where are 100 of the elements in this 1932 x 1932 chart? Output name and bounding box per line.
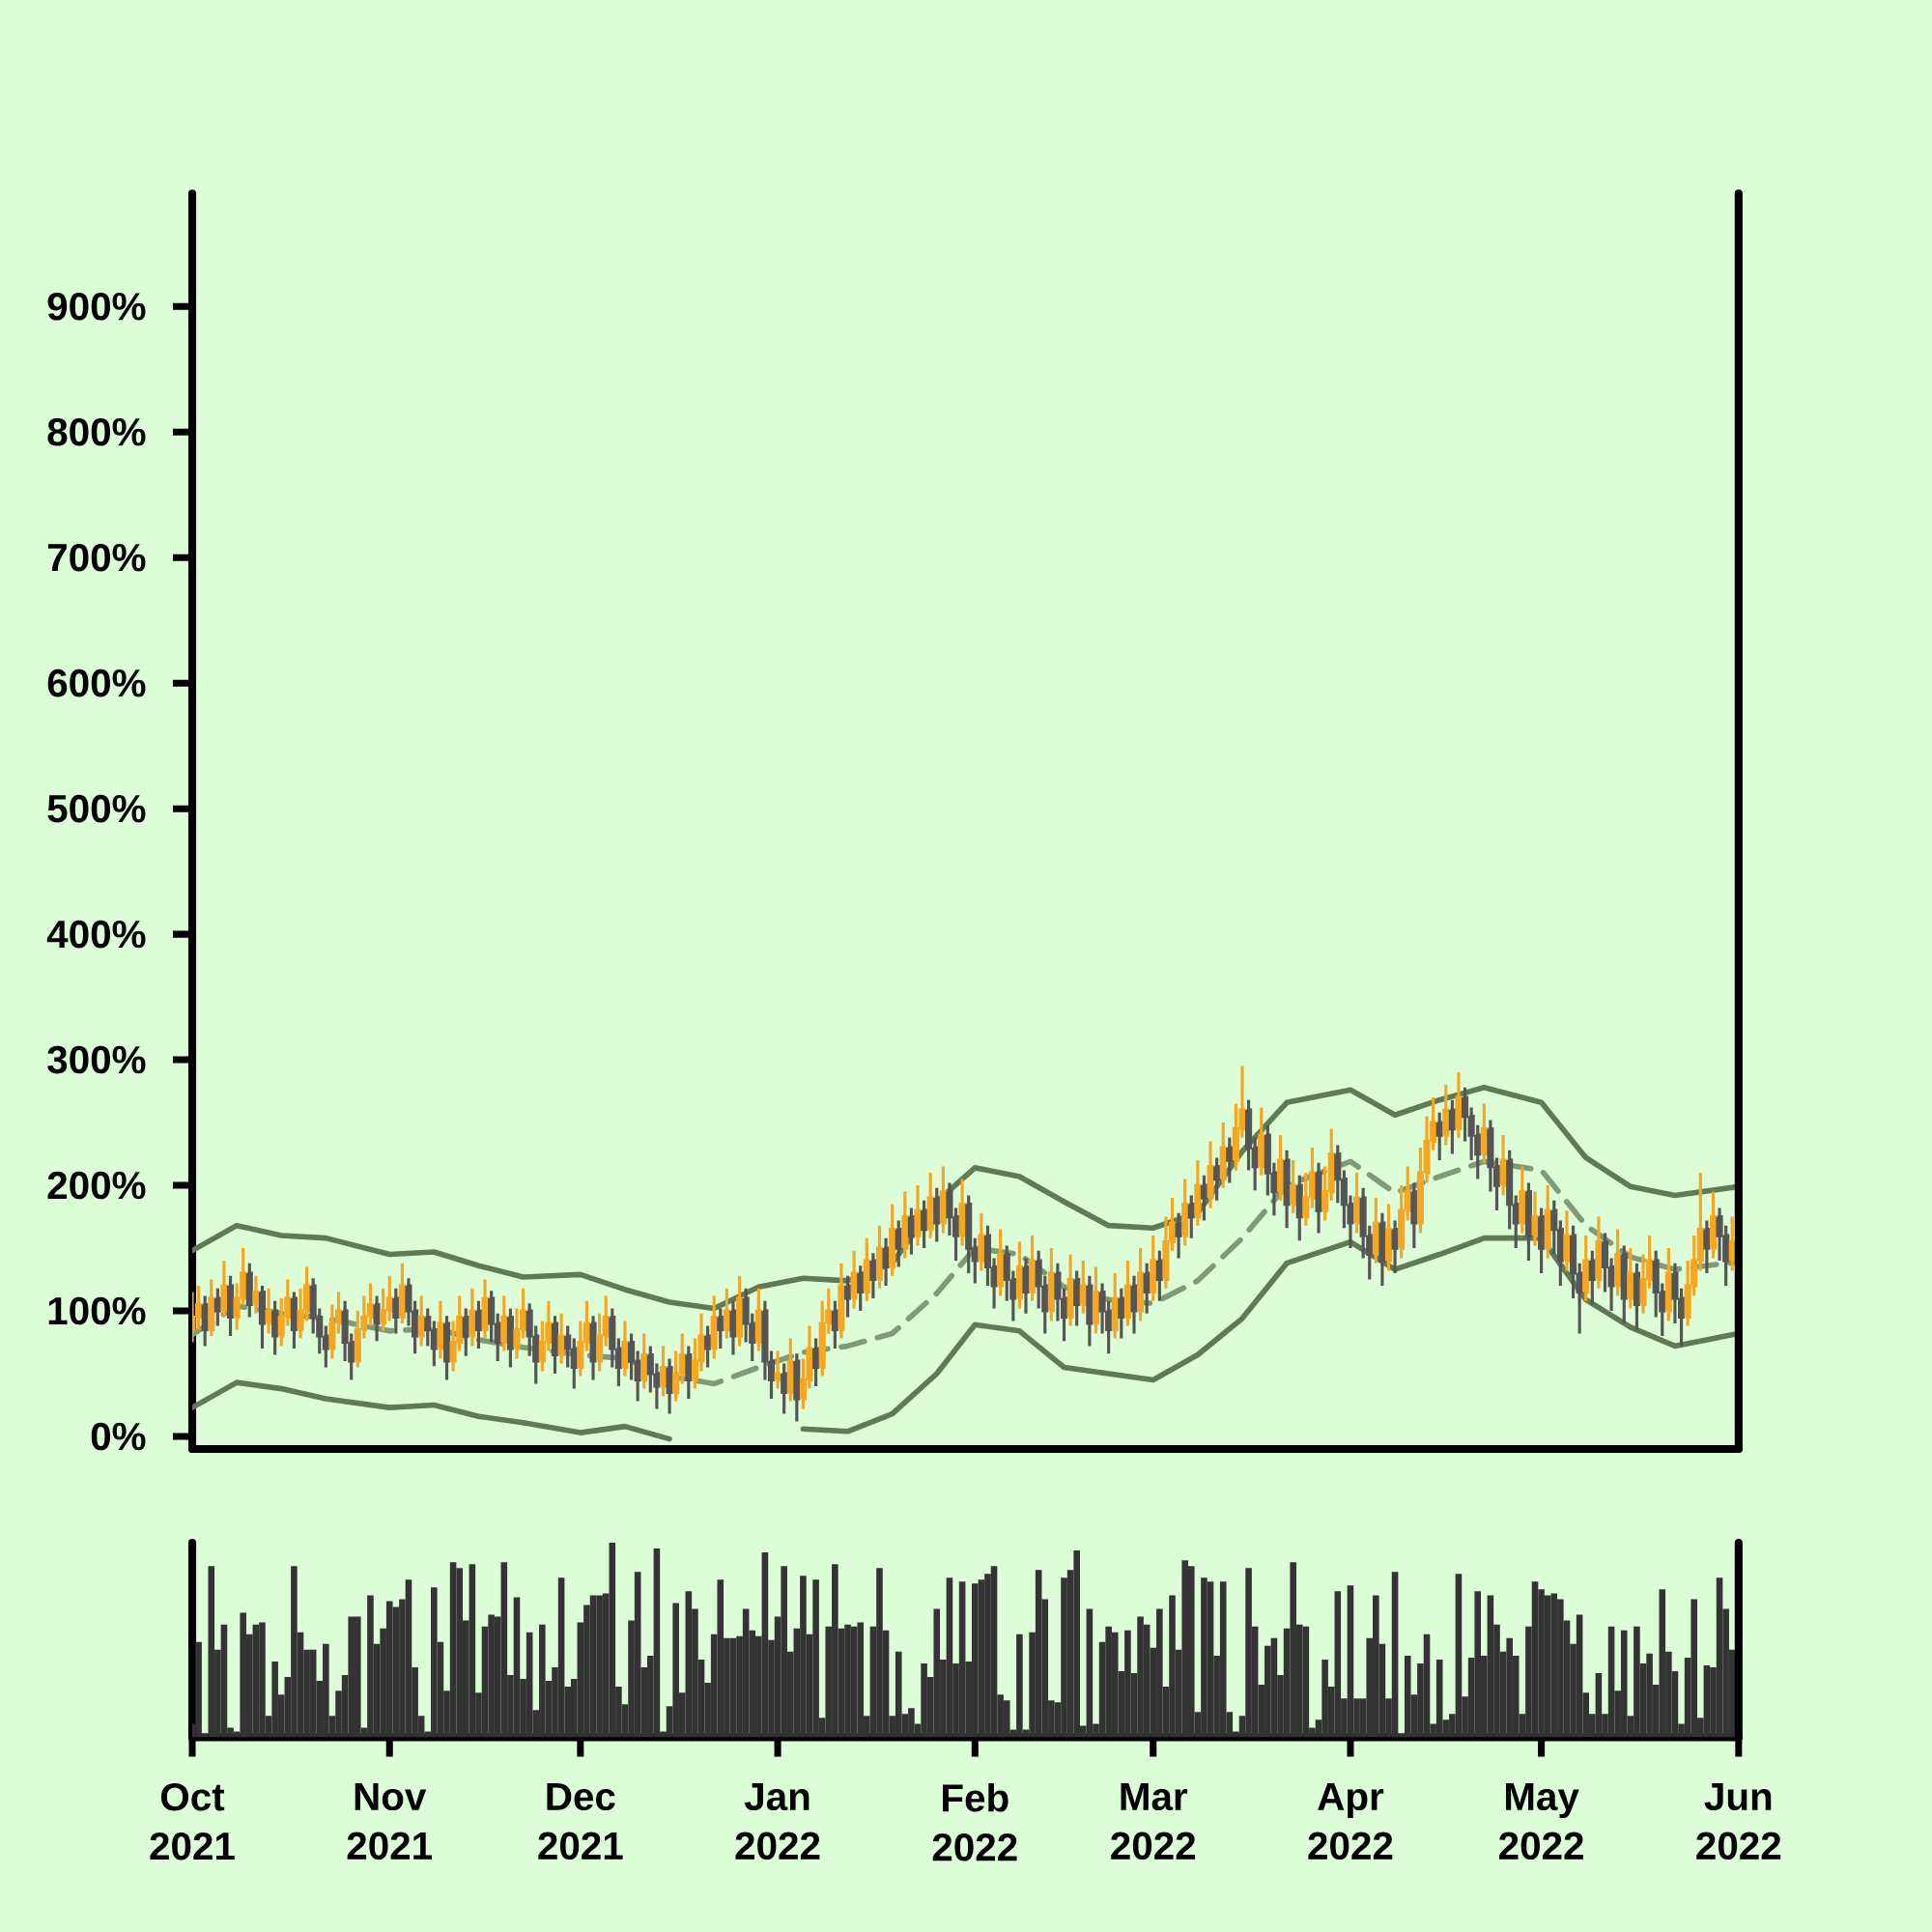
candlestick: [1086, 1275, 1094, 1347]
candlestick: [1531, 1191, 1539, 1246]
candlestick: [271, 1300, 279, 1355]
candlestick: [1391, 1220, 1399, 1274]
y-tick-label: 700%: [47, 543, 146, 572]
candlestick: [933, 1187, 941, 1242]
candlestick: [863, 1237, 870, 1301]
candlestick: [1378, 1212, 1386, 1287]
candlestick: [373, 1295, 381, 1342]
candlestick: [265, 1288, 272, 1334]
candlestick: [1524, 1182, 1532, 1262]
candlestick: [1150, 1236, 1157, 1301]
candlestick: [1563, 1210, 1571, 1271]
candlestick: [1455, 1072, 1463, 1138]
y-tick-label: 100%: [48, 1296, 146, 1325]
candlestick: [462, 1308, 469, 1356]
candlestick: [997, 1229, 1005, 1296]
candlestick: [793, 1353, 801, 1422]
candlestick: [1538, 1208, 1546, 1274]
candlestick: [774, 1350, 781, 1389]
candlestick: [1295, 1175, 1303, 1241]
candlestick: [557, 1313, 565, 1364]
candlestick: [1258, 1107, 1265, 1176]
candlestick: [685, 1346, 693, 1400]
candlestick: [1219, 1122, 1227, 1188]
candlestick: [1130, 1275, 1138, 1334]
candlestick: [474, 1300, 483, 1350]
candlestick: [907, 1208, 915, 1255]
candlestick: [723, 1288, 730, 1339]
candlestick: [208, 1279, 215, 1337]
candlestick: [1118, 1288, 1125, 1339]
candlestick: [589, 1316, 597, 1380]
candlestick: [220, 1261, 228, 1318]
candlestick: [1015, 1241, 1023, 1309]
candlestick: [1709, 1191, 1718, 1259]
candlestick: [857, 1265, 865, 1312]
candlestick: [213, 1288, 221, 1326]
candlestick: [1111, 1273, 1119, 1339]
candlestick: [869, 1253, 877, 1299]
candlestick: [1435, 1112, 1443, 1161]
candlestick: [1200, 1175, 1208, 1221]
candlestick: [850, 1250, 858, 1309]
candlestick: [437, 1300, 444, 1359]
candlestick: [882, 1237, 890, 1287]
candlestick: [729, 1300, 737, 1355]
candlestick: [551, 1316, 559, 1375]
y-tick-label: 300%: [47, 1045, 146, 1074]
candlestick: [1290, 1160, 1297, 1213]
candlestick: [1207, 1141, 1214, 1208]
candlestick: [1123, 1261, 1131, 1326]
candlestick: [1595, 1216, 1603, 1289]
candlestick: [1155, 1250, 1163, 1301]
x-tick-label: Nov 2021: [347, 1782, 433, 1861]
candlestick: [1703, 1220, 1711, 1274]
candlestick: [1544, 1185, 1551, 1259]
candlestick: [921, 1200, 928, 1249]
candlestick: [1519, 1166, 1526, 1234]
candlestick: [1614, 1229, 1622, 1296]
candlestick: [392, 1288, 400, 1334]
candlestick: [1092, 1266, 1100, 1334]
x-tick-label: Jan 2022: [735, 1782, 820, 1861]
candlestick: [1137, 1248, 1145, 1321]
candlestick: [666, 1358, 673, 1414]
candlestick: [704, 1325, 712, 1368]
candlestick: [838, 1263, 845, 1339]
candlestick: [442, 1316, 451, 1380]
x-tick-label: Feb 2022: [932, 1782, 1017, 1861]
candlestick: [1143, 1263, 1151, 1314]
candlestick: [1194, 1160, 1202, 1226]
candlestick: [1664, 1248, 1672, 1321]
candlestick: [252, 1275, 260, 1314]
candlestick: [1480, 1103, 1488, 1163]
candlestick: [469, 1288, 476, 1347]
candlestick: [1627, 1248, 1634, 1309]
candlestick: [939, 1166, 947, 1234]
candlestick: [895, 1220, 902, 1267]
candlestick: [978, 1212, 985, 1271]
candlestick: [926, 1173, 934, 1238]
x-tick-label: Apr 2022: [1308, 1782, 1393, 1861]
x-tick-label: May 2022: [1499, 1782, 1583, 1861]
candlestick: [889, 1204, 896, 1276]
x-tick-label: Oct 2021: [150, 1782, 235, 1861]
candlestick: [1079, 1261, 1087, 1314]
candlestick: [659, 1346, 668, 1397]
candlestick: [1442, 1085, 1450, 1146]
candlestick: [914, 1185, 922, 1246]
candlestick: [843, 1275, 852, 1318]
candlestick: [781, 1363, 788, 1414]
candlestick: [640, 1333, 648, 1389]
candlestick: [1728, 1216, 1736, 1271]
candlestick: [1181, 1179, 1189, 1246]
candlestick: [1276, 1135, 1285, 1201]
y-tick-label: 800%: [47, 417, 146, 446]
candlestick: [1226, 1137, 1234, 1183]
candlestick: [506, 1308, 514, 1368]
candlestick: [1315, 1162, 1322, 1234]
candlestick: [481, 1279, 489, 1339]
y-tick-label: 200%: [47, 1171, 146, 1200]
candlestick: [1187, 1195, 1195, 1238]
candlestick: [875, 1225, 884, 1289]
